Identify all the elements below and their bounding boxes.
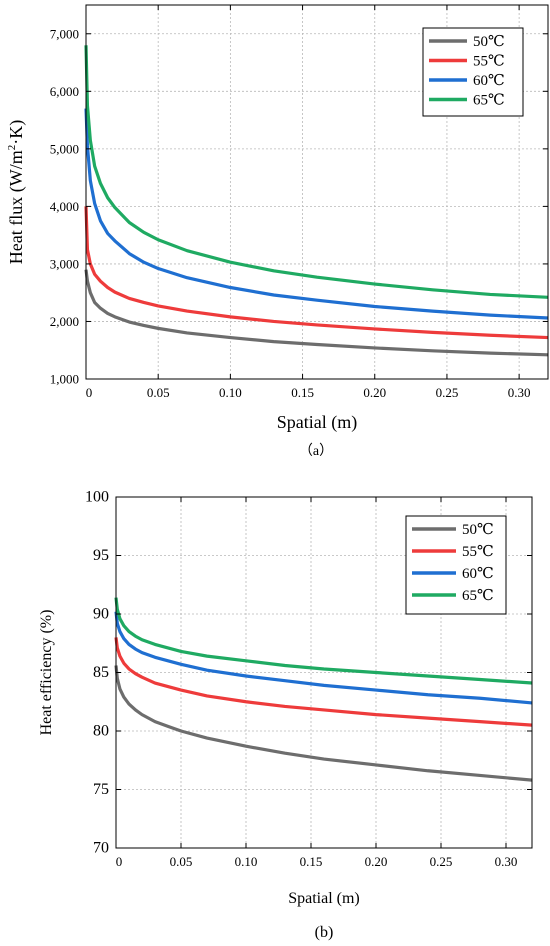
legend-label: 60℃ [473, 73, 505, 89]
series-line-1 [84, 269, 549, 357]
series-lines [84, 45, 549, 357]
y-tick-label: 100 [85, 489, 109, 506]
x-tick-label: 0.20 [365, 854, 388, 869]
series-line-3 [84, 108, 549, 320]
heat-efficiency-chart: 0 0.05 0.10 0.15 0.20 0.25 0.30 70 75 80 85 90 95 100… [38, 489, 533, 941]
series-line-4 [84, 45, 549, 299]
x-tick-label: 0 [86, 385, 93, 400]
y-axis-label: Heat efficiency (%) [38, 610, 55, 736]
panel-label: （a） [299, 443, 333, 459]
y-tick-label: 70 [93, 840, 109, 857]
legend-box [405, 515, 507, 615]
x-tick-label: 0.30 [495, 854, 518, 869]
x-tick-label: 0.05 [147, 385, 170, 400]
series-lines [114, 597, 533, 782]
x-tick-label: 0.15 [300, 854, 323, 869]
x-tick-label: 0.30 [508, 385, 531, 400]
y-tick-label: 6,000 [50, 84, 79, 99]
y-axis-label-main: Heat flux (W/m [6, 150, 27, 264]
x-tick-label: 0.15 [291, 385, 314, 400]
grid [116, 497, 532, 848]
x-tick-label: 0 [116, 854, 123, 869]
series-line-3 [114, 611, 533, 705]
legend-label: 50℃ [473, 34, 505, 50]
x-axis-label: Spatial (m) [277, 412, 357, 433]
x-tick-label: 0.10 [235, 854, 258, 869]
y-axis-label: Heat flux (W/m2·K) [6, 120, 27, 264]
y-tick-label: 2,000 [50, 314, 79, 329]
x-axis-label: Spatial (m) [288, 890, 360, 907]
legend-label: 50℃ [462, 522, 494, 538]
series-line-2 [84, 206, 549, 340]
y-tick-label: 85 [93, 664, 109, 681]
y-tick-label: 90 [93, 606, 109, 623]
legend: 50℃ 55℃ 60℃ 65℃ [405, 515, 507, 615]
series-line-1 [114, 665, 533, 782]
legend: 50℃ 55℃ 60℃ 65℃ [422, 27, 524, 117]
y-tick-label: 5,000 [50, 141, 79, 156]
y-tick-label: 75 [93, 781, 109, 798]
y-tick-label: 7,000 [50, 26, 79, 41]
x-tick-label: 0.10 [219, 385, 242, 400]
legend-label: 65℃ [462, 588, 494, 604]
x-tick-label: 0.20 [363, 385, 386, 400]
legend-label: 60℃ [462, 566, 494, 582]
legend-label: 55℃ [473, 54, 505, 70]
plot-frame [85, 4, 549, 380]
panel-label: (b) [315, 924, 334, 941]
series-line-4 [114, 597, 533, 685]
legend-label: 55℃ [462, 544, 494, 560]
x-tick-label: 0.25 [436, 385, 459, 400]
y-axis-label-sup: 2 [6, 145, 18, 151]
y-tick-label: 1,000 [50, 372, 79, 387]
legend-label: 65℃ [473, 93, 505, 109]
y-tick-label: 95 [93, 547, 109, 564]
heat-flux-chart: 0 0.05 0.10 0.15 0.20 0.25 0.30 1,000 2,000 3,000… [6, 4, 549, 459]
y-tick-label: 80 [93, 723, 109, 740]
x-tick-label: 0.25 [430, 854, 453, 869]
y-axis-label-tail: ·K) [6, 120, 27, 145]
y-tick-label: 4,000 [50, 199, 79, 214]
y-tick-label: 3,000 [50, 256, 79, 271]
x-tick-label: 0.05 [170, 854, 193, 869]
series-line-2 [114, 637, 533, 727]
